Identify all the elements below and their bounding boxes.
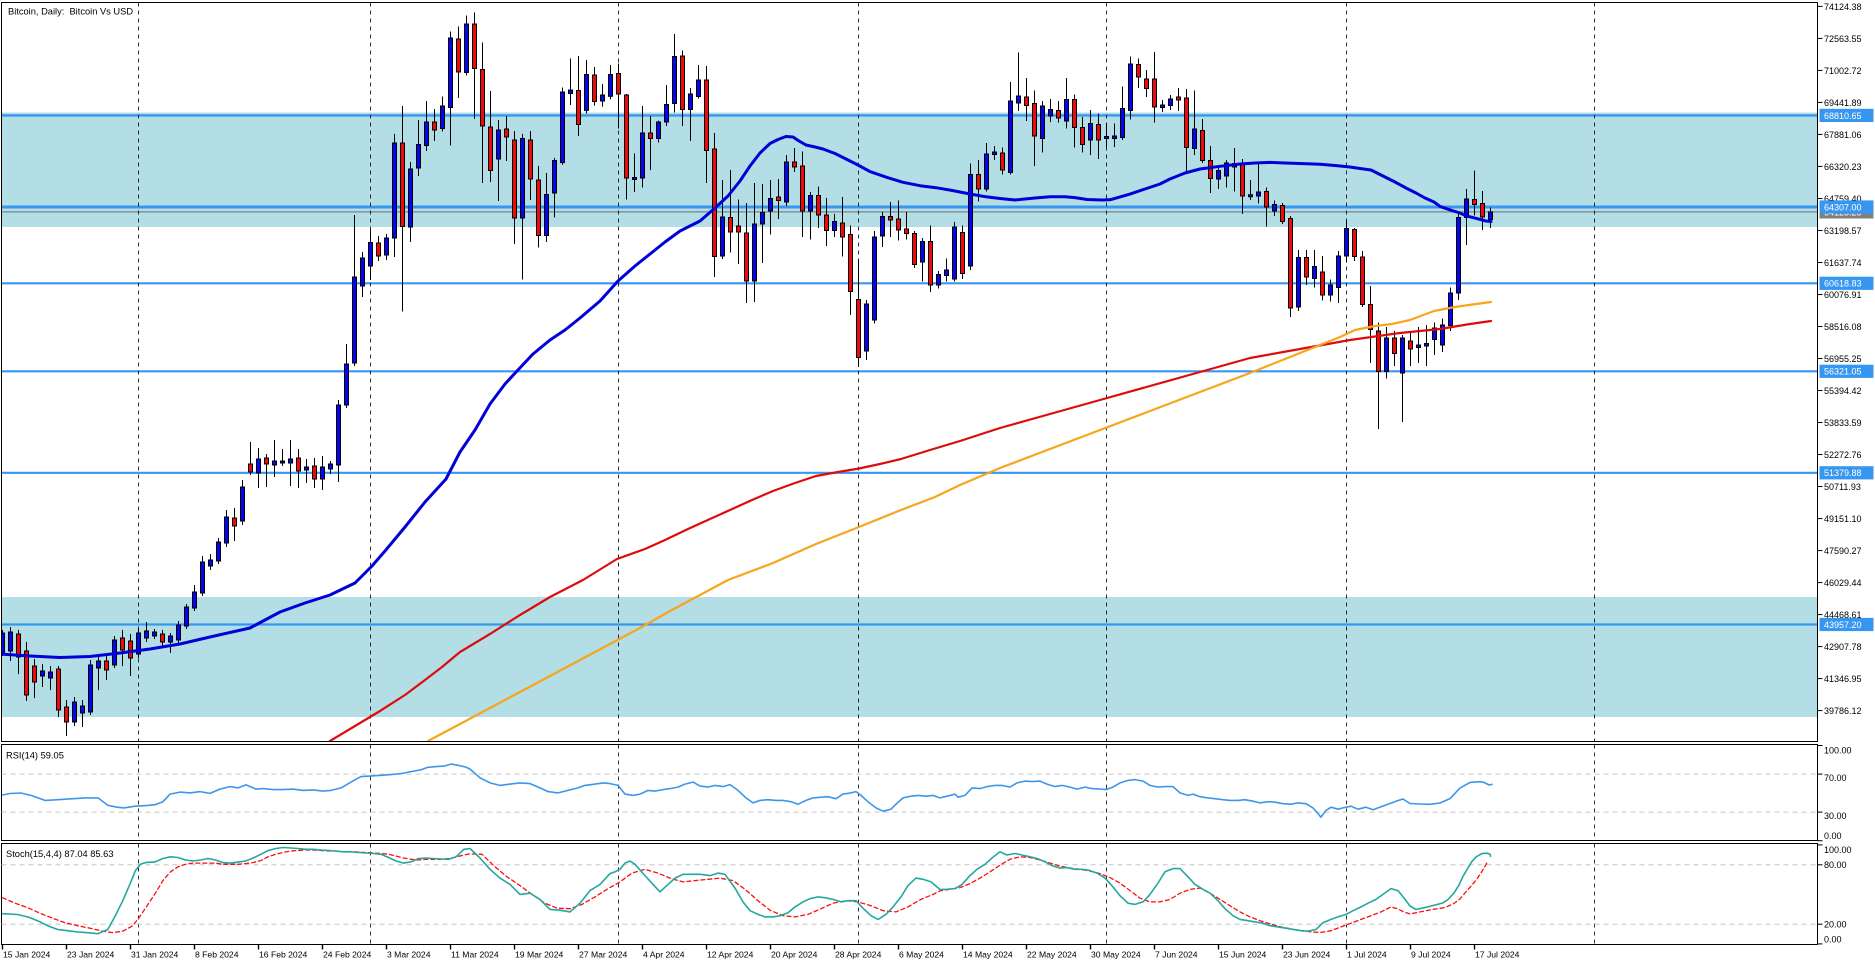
svg-text:49151.10: 49151.10 <box>1824 514 1862 524</box>
svg-text:72563.55: 72563.55 <box>1824 34 1862 44</box>
svg-text:24 Feb 2024: 24 Feb 2024 <box>323 950 371 960</box>
svg-text:31 Jan 2024: 31 Jan 2024 <box>131 950 179 960</box>
svg-text:51379.88: 51379.88 <box>1824 468 1862 478</box>
svg-text:56321.05: 56321.05 <box>1824 367 1862 377</box>
svg-text:67881.06: 67881.06 <box>1824 130 1862 140</box>
svg-text:100.00: 100.00 <box>1824 845 1852 855</box>
svg-text:14 May 2024: 14 May 2024 <box>963 950 1013 960</box>
svg-text:55394.42: 55394.42 <box>1824 386 1862 396</box>
svg-text:16 Feb 2024: 16 Feb 2024 <box>259 950 307 960</box>
svg-text:70.00: 70.00 <box>1824 773 1847 783</box>
svg-text:41346.95: 41346.95 <box>1824 674 1862 684</box>
svg-text:56955.25: 56955.25 <box>1824 354 1862 364</box>
svg-text:64307.00: 64307.00 <box>1824 202 1862 212</box>
svg-text:9 Jul 2024: 9 Jul 2024 <box>1411 950 1451 960</box>
svg-text:60618.83: 60618.83 <box>1824 279 1862 289</box>
svg-text:11 Mar 2024: 11 Mar 2024 <box>451 950 499 960</box>
svg-text:52272.76: 52272.76 <box>1824 450 1862 460</box>
svg-text:15 Jan 2024: 15 Jan 2024 <box>3 950 51 960</box>
svg-text:12 Apr 2024: 12 Apr 2024 <box>707 950 754 960</box>
svg-text:RSI(14) 59.05: RSI(14) 59.05 <box>6 751 64 761</box>
svg-text:47590.27: 47590.27 <box>1824 546 1862 556</box>
svg-text:1 Jul 2024: 1 Jul 2024 <box>1347 950 1387 960</box>
svg-text:20 Apr 2024: 20 Apr 2024 <box>771 950 818 960</box>
svg-text:0.00: 0.00 <box>1824 831 1842 841</box>
svg-text:50711.93: 50711.93 <box>1824 482 1861 492</box>
svg-text:80.00: 80.00 <box>1824 860 1847 870</box>
svg-text:63198.57: 63198.57 <box>1824 226 1862 236</box>
svg-text:30.00: 30.00 <box>1824 811 1847 821</box>
svg-text:64759.40: 64759.40 <box>1824 194 1862 204</box>
svg-text:19 Mar 2024: 19 Mar 2024 <box>515 950 563 960</box>
svg-text:27 Mar 2024: 27 Mar 2024 <box>579 950 627 960</box>
svg-text:28 Apr 2024: 28 Apr 2024 <box>835 950 882 960</box>
svg-text:8 Feb 2024: 8 Feb 2024 <box>195 950 239 960</box>
svg-text:6 May 2024: 6 May 2024 <box>899 950 944 960</box>
svg-text:43957.20: 43957.20 <box>1824 620 1862 630</box>
svg-text:39786.12: 39786.12 <box>1824 706 1862 716</box>
svg-text:4 Apr 2024: 4 Apr 2024 <box>643 950 685 960</box>
svg-text:61637.74: 61637.74 <box>1824 258 1862 268</box>
svg-text:60076.91: 60076.91 <box>1824 290 1862 300</box>
svg-text:58516.08: 58516.08 <box>1824 322 1862 332</box>
svg-text:69441.89: 69441.89 <box>1824 98 1862 108</box>
svg-text:Stoch(15,4,4) 87.04 85.63: Stoch(15,4,4) 87.04 85.63 <box>6 849 114 859</box>
svg-text:30 May 2024: 30 May 2024 <box>1091 950 1141 960</box>
svg-text:Bitcoin, Daily: Bitcoin Vs US: Bitcoin, Daily: Bitcoin Vs USD <box>8 7 133 17</box>
svg-text:100.00: 100.00 <box>1824 746 1852 756</box>
svg-text:15 Jun 2024: 15 Jun 2024 <box>1219 950 1267 960</box>
svg-text:71002.72: 71002.72 <box>1824 66 1862 76</box>
svg-text:46029.44: 46029.44 <box>1824 578 1862 588</box>
svg-text:22 May 2024: 22 May 2024 <box>1027 950 1077 960</box>
svg-text:74124.38: 74124.38 <box>1824 2 1862 12</box>
svg-text:7 Jun 2024: 7 Jun 2024 <box>1155 950 1198 960</box>
svg-text:66320.23: 66320.23 <box>1824 162 1862 172</box>
svg-text:3 Mar 2024: 3 Mar 2024 <box>387 950 431 960</box>
svg-text:68810.65: 68810.65 <box>1824 111 1862 121</box>
svg-text:23 Jan 2024: 23 Jan 2024 <box>67 950 115 960</box>
svg-text:20.00: 20.00 <box>1824 920 1847 930</box>
svg-text:53833.59: 53833.59 <box>1824 418 1862 428</box>
svg-text:17 Jul 2024: 17 Jul 2024 <box>1475 950 1520 960</box>
svg-text:44468.61: 44468.61 <box>1824 610 1862 620</box>
svg-text:0.00: 0.00 <box>1824 935 1842 945</box>
svg-text:23 Jun 2024: 23 Jun 2024 <box>1283 950 1331 960</box>
svg-text:42907.78: 42907.78 <box>1824 642 1862 652</box>
